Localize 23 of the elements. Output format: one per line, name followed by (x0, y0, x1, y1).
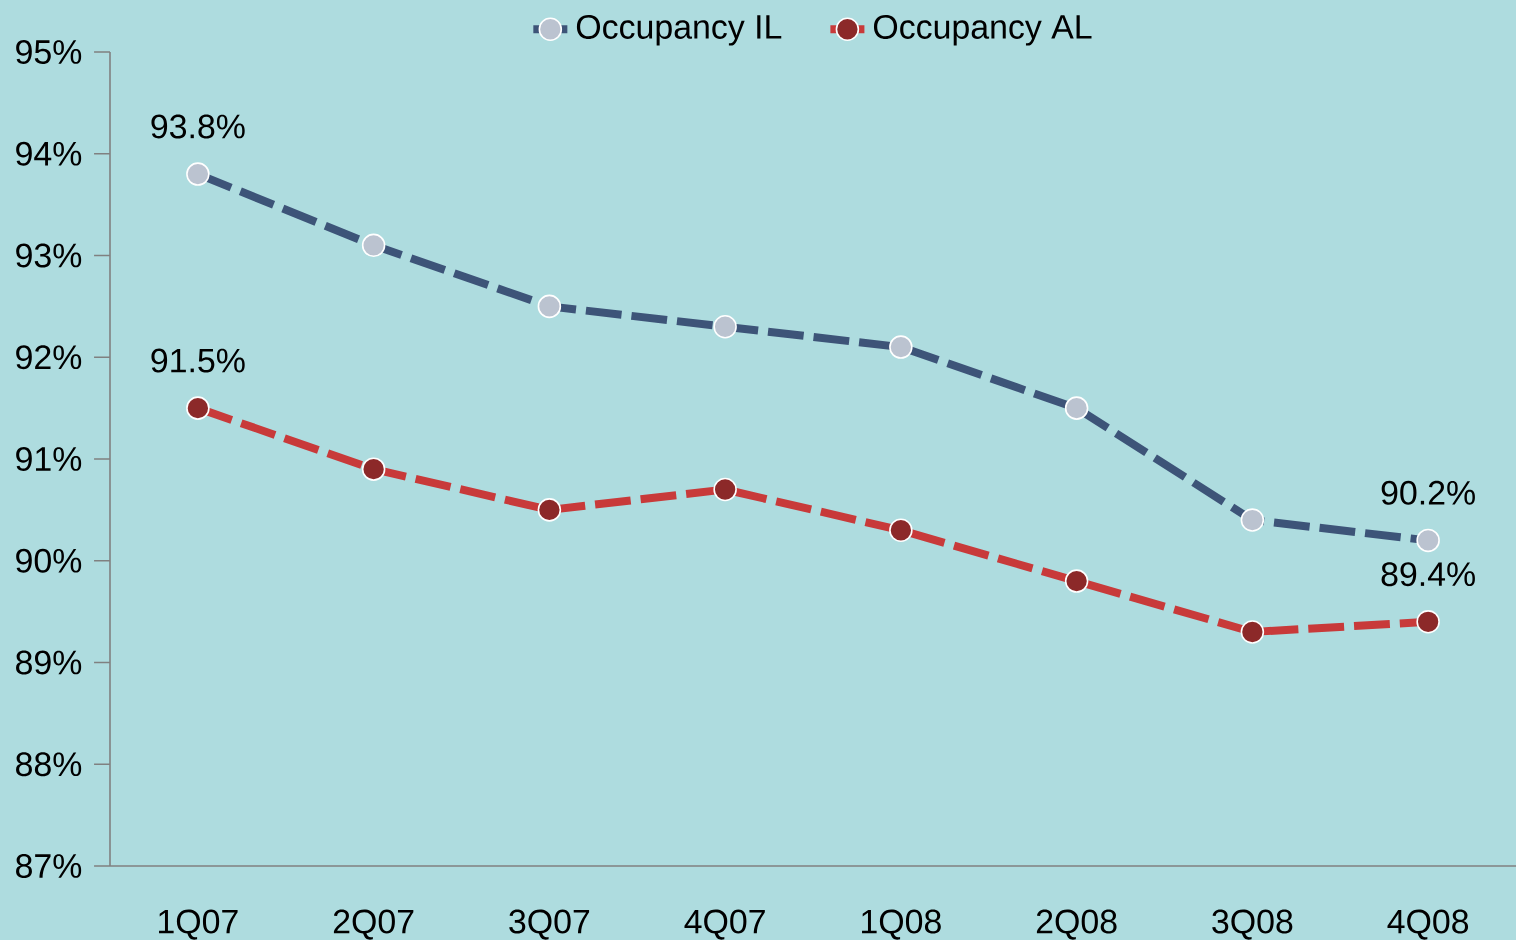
y-tick-label: 95% (16, 40, 82, 65)
y-tick-label: 93% (16, 243, 82, 268)
x-tick-label: 4Q08 (1387, 909, 1469, 940)
y-tick-label: 90% (16, 548, 82, 573)
legend-label: Occupancy IL (576, 14, 782, 46)
y-tick-label: 94% (16, 141, 82, 166)
y-tick-label: 89% (16, 650, 82, 675)
x-tick-label: 2Q08 (1036, 909, 1117, 940)
x-tick-label: 4Q07 (684, 909, 765, 940)
y-tick-label: 92% (16, 345, 82, 370)
data-label: 91.5% (151, 348, 245, 373)
data-label: 93.8% (151, 114, 245, 139)
data-label: 89.4% (1381, 562, 1475, 587)
x-tick-label: 1Q07 (159, 909, 238, 940)
x-tick-label: 3Q07 (509, 909, 590, 940)
y-tick-label: 88% (16, 752, 82, 777)
y-tick-label: 91% (16, 447, 82, 472)
legend-label: Occupancy AL (873, 14, 1092, 46)
x-tick-label: 1Q08 (862, 909, 941, 940)
data-label: 90.2% (1381, 480, 1475, 505)
y-tick-label: 87% (16, 854, 82, 878)
x-tick-label: 2Q07 (333, 909, 414, 940)
x-tick-label: 3Q08 (1212, 909, 1293, 940)
